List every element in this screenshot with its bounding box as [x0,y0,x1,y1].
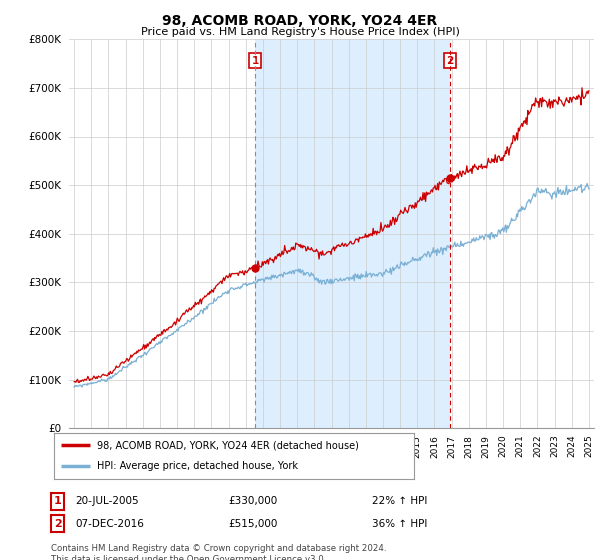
Bar [255,39,450,428]
Text: 07-DEC-2016: 07-DEC-2016 [75,519,144,529]
Text: HPI: Average price, detached house, York: HPI: Average price, detached house, York [97,461,298,472]
Text: £330,000: £330,000 [228,496,277,506]
Text: 2: 2 [446,55,454,66]
Text: Price paid vs. HM Land Registry's House Price Index (HPI): Price paid vs. HM Land Registry's House … [140,27,460,37]
Text: 2: 2 [54,519,61,529]
Text: 36% ↑ HPI: 36% ↑ HPI [372,519,427,529]
Text: 22% ↑ HPI: 22% ↑ HPI [372,496,427,506]
Text: £515,000: £515,000 [228,519,277,529]
Text: 98, ACOMB ROAD, YORK, YO24 4ER (detached house): 98, ACOMB ROAD, YORK, YO24 4ER (detached… [97,440,359,450]
Text: 20-JUL-2005: 20-JUL-2005 [75,496,139,506]
Text: 1: 1 [251,55,259,66]
Text: Contains HM Land Registry data © Crown copyright and database right 2024.
This d: Contains HM Land Registry data © Crown c… [51,544,386,560]
Text: 1: 1 [54,496,61,506]
Text: 98, ACOMB ROAD, YORK, YO24 4ER: 98, ACOMB ROAD, YORK, YO24 4ER [163,14,437,28]
